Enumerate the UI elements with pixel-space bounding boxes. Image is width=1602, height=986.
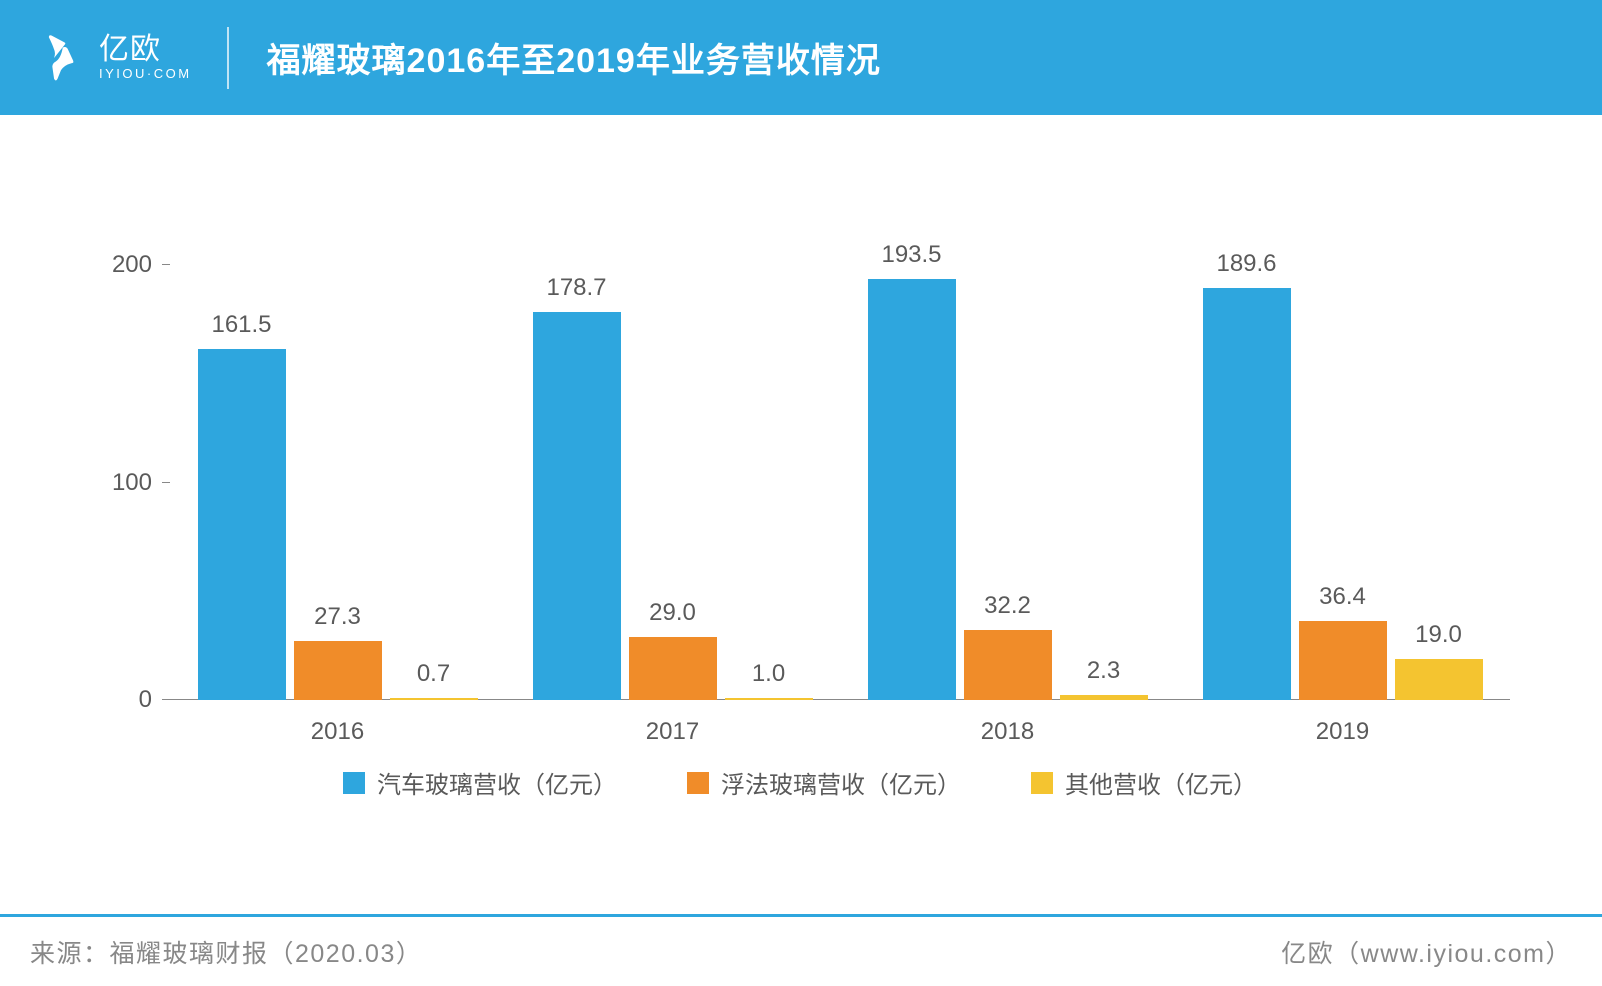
bar: 29.0: [629, 637, 717, 700]
y-tick-label: 200: [112, 251, 152, 279]
y-tick-label: 100: [112, 469, 152, 497]
logo-text-en: IYIOU·COM: [99, 66, 192, 81]
footer: 来源：福耀玻璃财报（2020.03） 亿欧（www.iyiou.com）: [0, 914, 1602, 986]
chart-area: 01002002016161.527.30.72017178.729.01.02…: [90, 200, 1510, 790]
bar: 1.0: [725, 698, 813, 700]
y-tick-mark: [162, 264, 170, 265]
bar-value-label: 2.3: [1087, 657, 1120, 685]
x-axis-label: 2016: [311, 718, 364, 746]
logo-text: 亿欧 IYIOU·COM: [99, 34, 192, 81]
bar-value-label: 32.2: [984, 592, 1031, 620]
bar: 161.5: [198, 349, 286, 700]
bar-value-label: 161.5: [211, 311, 271, 339]
legend-label: 其他营收（亿元）: [1065, 765, 1257, 800]
legend-item: 汽车玻璃营收（亿元）: [343, 765, 617, 800]
bar: 193.5: [868, 279, 956, 700]
x-axis-label: 2018: [981, 718, 1034, 746]
bar-value-label: 189.6: [1216, 250, 1276, 278]
bar: 27.3: [294, 641, 382, 700]
legend: 汽车玻璃营收（亿元） 浮法玻璃营收（亿元） 其他营收（亿元）: [90, 765, 1510, 800]
bar: 32.2: [964, 630, 1052, 700]
bar-value-label: 0.7: [417, 660, 450, 688]
legend-item: 浮法玻璃营收（亿元）: [687, 765, 961, 800]
bar: 178.7: [533, 312, 621, 700]
bar-value-label: 36.4: [1319, 583, 1366, 611]
plot-region: 01002002016161.527.30.72017178.729.01.02…: [170, 200, 1510, 700]
footer-attribution: 亿欧（www.iyiou.com）: [1281, 934, 1572, 970]
y-tick-mark: [162, 482, 170, 483]
iyiou-logo-icon: [35, 32, 87, 84]
bar-value-label: 29.0: [649, 599, 696, 627]
bar-value-label: 27.3: [314, 603, 361, 631]
bar-value-label: 1.0: [752, 660, 785, 688]
bar: 2.3: [1060, 695, 1148, 700]
bar-value-label: 193.5: [881, 241, 941, 269]
legend-label: 汽车玻璃营收（亿元）: [377, 765, 617, 800]
legend-swatch: [1031, 772, 1053, 794]
header-bar: 亿欧 IYIOU·COM 福耀玻璃2016年至2019年业务营收情况: [0, 0, 1602, 115]
footer-source: 来源：福耀玻璃财报（2020.03）: [30, 934, 422, 970]
y-tick-mark: [162, 699, 170, 700]
logo-text-cn: 亿欧: [99, 34, 192, 66]
legend-label: 浮法玻璃营收（亿元）: [721, 765, 961, 800]
logo: 亿欧 IYIOU·COM: [35, 27, 229, 89]
x-axis-label: 2019: [1316, 718, 1369, 746]
y-tick-label: 0: [139, 686, 152, 714]
legend-swatch: [343, 772, 365, 794]
bar: 189.6: [1203, 288, 1291, 700]
bar: 36.4: [1299, 621, 1387, 700]
chart-title: 福耀玻璃2016年至2019年业务营收情况: [267, 33, 881, 82]
x-axis-label: 2017: [646, 718, 699, 746]
bar: 19.0: [1395, 659, 1483, 700]
bar: 0.7: [390, 698, 478, 700]
bar-value-label: 19.0: [1415, 621, 1462, 649]
legend-item: 其他营收（亿元）: [1031, 765, 1257, 800]
legend-swatch: [687, 772, 709, 794]
bar-value-label: 178.7: [546, 274, 606, 302]
